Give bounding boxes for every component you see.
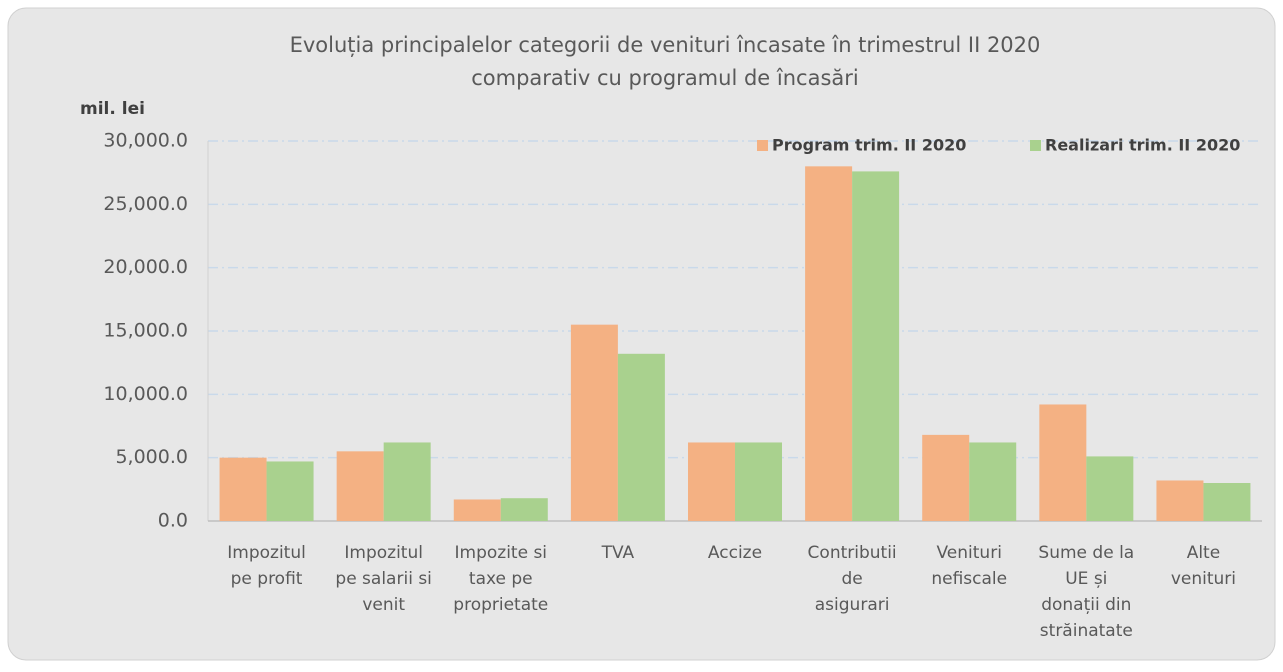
bar [1203, 483, 1251, 521]
x-tick-label: proprietate [453, 595, 548, 615]
x-tick-label: pe profit [231, 569, 303, 589]
bar [500, 498, 548, 521]
bar [969, 442, 1017, 521]
bar [219, 457, 267, 521]
bar [688, 442, 735, 521]
x-tick-label: TVA [601, 543, 635, 563]
y-tick-label: 15,000.0 [103, 320, 188, 342]
bar [852, 171, 900, 521]
x-tick-label: Accize [708, 543, 762, 563]
x-tick-label: Alte [1187, 543, 1220, 563]
x-tick-label: de [841, 569, 862, 589]
bar [570, 324, 618, 521]
x-tick-label: venituri [1171, 569, 1236, 589]
bar [266, 461, 314, 521]
bar [805, 166, 853, 522]
bar [922, 434, 970, 521]
y-tick-label: 20,000.0 [103, 256, 188, 278]
x-tick-label: donații din [1041, 595, 1131, 615]
x-tick-label: UE și [1065, 569, 1107, 589]
x-tick-label: Sume de la [1038, 543, 1134, 563]
x-tick-label: străinatate [1040, 621, 1133, 641]
y-tick-label: 25,000.0 [103, 193, 188, 215]
x-tick-label: Impozite si [455, 543, 548, 563]
legend-label: Program trim. II 2020 [772, 136, 966, 155]
x-tick-label: Impozitul [227, 543, 306, 563]
y-tick-label: 5,000.0 [115, 446, 188, 468]
bar [1039, 404, 1087, 521]
legend-label: Realizari trim. II 2020 [1045, 136, 1240, 155]
chart-title: Evoluția principalelor categorii de veni… [290, 33, 1041, 57]
y-axis-label: mil. lei [80, 99, 145, 119]
bar [336, 451, 384, 521]
bar [1086, 456, 1134, 521]
x-tick-label: pe salarii si [335, 569, 432, 589]
x-tick-label: Contributii [808, 543, 897, 563]
bar [735, 442, 782, 521]
legend-swatch [1030, 140, 1041, 151]
legend-swatch [757, 140, 768, 151]
x-tick-label: nefiscale [931, 569, 1007, 589]
chart-title: comparativ cu programul de încasări [471, 66, 858, 90]
y-tick-label: 30,000.0 [103, 130, 188, 152]
bar [617, 353, 665, 521]
bar [453, 499, 501, 521]
x-tick-label: taxe pe [469, 569, 533, 589]
bar [383, 442, 431, 521]
y-tick-label: 10,000.0 [103, 383, 188, 405]
y-tick-label: 0.0 [158, 510, 188, 532]
x-tick-label: asigurari [815, 595, 890, 615]
x-tick-label: Venituri [937, 543, 1002, 563]
x-tick-label: venit [362, 595, 405, 615]
bar [1156, 480, 1204, 521]
x-tick-label: Impozitul [344, 543, 423, 563]
